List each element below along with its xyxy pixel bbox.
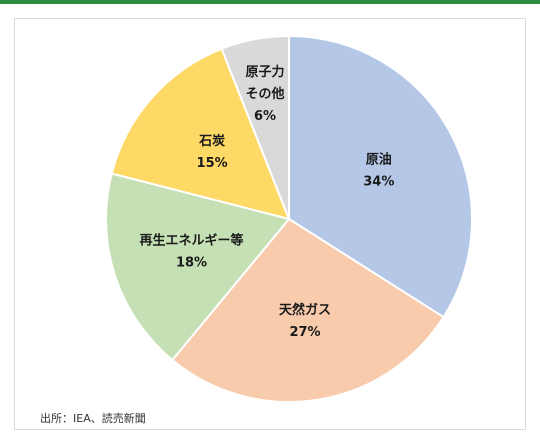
- pie-slice-label-2: 再生エネルギー等 18%: [139, 233, 243, 271]
- pie-slice-2: [105, 172, 291, 362]
- pie-slice-0: [288, 34, 473, 319]
- pie-slice-1: [170, 217, 445, 403]
- pie-slice-label-0: 原油 34%: [363, 152, 394, 190]
- pie-chart: 原油 34% 天然ガス 27% 再生エネルギー等 18% 石炭 15% 原子力その他 6%: [105, 34, 473, 403]
- pie-slice-4: [220, 34, 290, 220]
- pie-slice-label-4: 原子力その他 6%: [245, 64, 284, 124]
- pie-slice-label-3: 石炭 15%: [197, 133, 228, 171]
- pie-slice-3: [110, 47, 291, 221]
- pie-slice-label-1: 天然ガス 27%: [279, 302, 331, 340]
- source-note: 出所：IEA、読売新聞: [40, 412, 146, 425]
